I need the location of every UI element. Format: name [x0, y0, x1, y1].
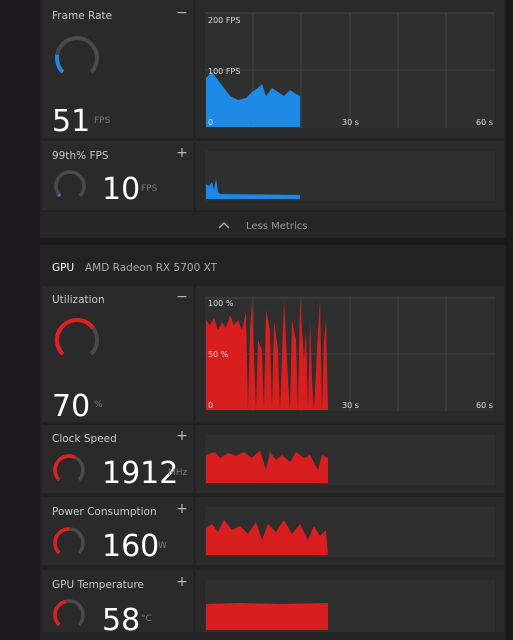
chart-label: 30 s — [342, 401, 359, 410]
metric-value: 70 — [52, 389, 90, 424]
metric-title: Power Consumption — [52, 506, 157, 518]
clock-graph — [206, 450, 328, 483]
card — [42, 286, 193, 422]
card — [42, 0, 193, 138]
metric-title: Utilization — [52, 294, 105, 306]
expand-toggle[interactable]: + — [176, 145, 188, 161]
gauge-arc — [55, 318, 95, 356]
chart-label: 100 FPS — [208, 67, 240, 76]
metric-title: GPU Temperature — [52, 579, 144, 591]
less-metrics[interactable]: Less Metrics — [246, 221, 307, 232]
chart-label: 30 s — [342, 118, 359, 127]
gauge — [53, 527, 85, 555]
metric-unit: °C — [141, 614, 152, 624]
chart-label: 60 s — [476, 401, 493, 410]
gauge — [55, 36, 99, 74]
gauge-arc — [55, 54, 65, 74]
gauge-arc — [53, 599, 67, 627]
metric-value: 160 — [102, 529, 159, 564]
chevron — [218, 222, 230, 229]
side-strip — [0, 0, 40, 640]
gauge-arc — [57, 193, 62, 198]
usage-graph — [206, 300, 328, 410]
gauge-arc — [53, 454, 77, 482]
metric-unit: MHz — [168, 468, 188, 478]
gauge — [53, 454, 85, 482]
card — [42, 497, 193, 565]
gauge-arc — [54, 170, 86, 198]
metric-title: Frame Rate — [52, 10, 112, 22]
gauge — [53, 599, 85, 627]
card — [42, 425, 193, 493]
gauge — [54, 170, 86, 198]
temp-graph — [206, 603, 328, 630]
metric-value: 1912 — [102, 456, 178, 491]
chart-label: 50 % — [208, 350, 229, 359]
metric-value: 10 — [102, 172, 140, 207]
power-graph — [206, 520, 328, 555]
fps-graph — [206, 178, 300, 199]
chart-label: 60 s — [476, 118, 493, 127]
metric-unit: FPS — [94, 116, 111, 126]
collapse-toggle[interactable]: − — [176, 5, 188, 21]
expand-toggle[interactable]: + — [176, 428, 188, 444]
collapse-toggle[interactable]: − — [176, 289, 188, 305]
less-metrics-bar[interactable] — [40, 212, 506, 237]
chart-area — [205, 151, 495, 201]
gpu-label: GPU — [52, 262, 74, 274]
gauge-arc — [53, 527, 70, 555]
expand-toggle[interactable]: + — [176, 574, 188, 590]
card — [42, 141, 193, 210]
chart-label: 200 FPS — [208, 16, 240, 25]
chart-label: 100 % — [208, 299, 234, 308]
metric-unit: FPS — [141, 184, 158, 194]
fps-graph — [206, 72, 300, 127]
metric-value: 51 — [52, 104, 90, 139]
metric-unit: % — [94, 400, 103, 410]
chart-label: 0 — [208, 118, 213, 127]
expand-toggle[interactable]: + — [176, 501, 188, 517]
gauge — [55, 318, 99, 356]
metric-unit: W — [158, 541, 167, 551]
metric-title: 99th% FPS — [52, 150, 109, 162]
metric-value: 58 — [102, 603, 140, 638]
chart-label: 0 — [208, 401, 213, 410]
gpu-name: AMD Radeon RX 5700 XT — [85, 262, 218, 274]
metric-title: Clock Speed — [52, 433, 117, 445]
